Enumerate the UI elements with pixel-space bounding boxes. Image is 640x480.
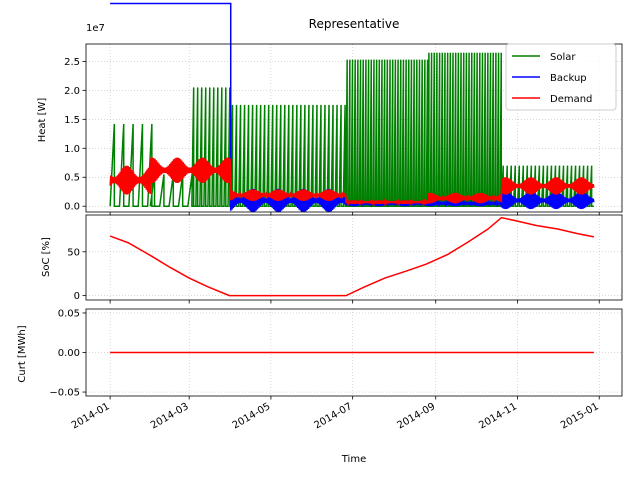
legend-box bbox=[505, 43, 617, 111]
y-tick-label: 2.0 bbox=[64, 86, 80, 97]
plot-frame bbox=[85, 214, 623, 301]
y-tick-label: 0.00 bbox=[58, 348, 80, 359]
x-tick-label: 2014-01 bbox=[70, 401, 112, 431]
x-tick-label: 2014-05 bbox=[231, 401, 273, 431]
legend-solar-label: Solar bbox=[550, 52, 576, 63]
soc-series-line bbox=[109, 216, 595, 297]
y-tick-label: 50 bbox=[67, 247, 80, 258]
y-tick-label: 0.05 bbox=[58, 308, 80, 319]
y-tick-label: 0.0 bbox=[64, 202, 80, 213]
y-tick-label: 2.5 bbox=[64, 57, 80, 68]
soc-y-label: SoC [%] bbox=[41, 237, 52, 277]
plot-frame bbox=[85, 43, 623, 213]
curtailment-panel: −0.05 0.00 0.05 2014-01 2014-03 2014-05 2014-0… bbox=[49, 308, 623, 431]
x-tick-label: 2014-07 bbox=[312, 401, 354, 431]
plot-frame bbox=[85, 308, 623, 397]
demand-series-line bbox=[109, 157, 595, 207]
y-tick-label: 1.5 bbox=[64, 115, 80, 126]
soc-panel: 0 50 bbox=[67, 214, 623, 304]
y-scale-label: 1e7 bbox=[86, 23, 105, 34]
heat-y-label: Heat [W] bbox=[37, 98, 48, 143]
x-tick-label: 2014-03 bbox=[149, 401, 191, 431]
y-tick-label: 0 bbox=[74, 291, 80, 302]
x-tick-label: 2014-11 bbox=[477, 401, 519, 431]
chart-title: Representative bbox=[309, 17, 400, 31]
legend: Solar Backup Demand bbox=[505, 43, 617, 111]
y-tick-label: 0.5 bbox=[64, 173, 80, 184]
curt-y-label: Curt [MWh] bbox=[17, 325, 28, 382]
legend-backup-label: Backup bbox=[550, 73, 587, 84]
x-tick-label: 2014-09 bbox=[396, 401, 438, 431]
heat-panel: 0.0 0.5 1.0 1.5 2.0 2.5 bbox=[64, 2, 623, 216]
y-tick-label: 1.0 bbox=[64, 144, 80, 155]
x-tick-label: 2015-01 bbox=[559, 401, 601, 431]
legend-demand-label: Demand bbox=[550, 94, 592, 105]
x-axis-label: Time bbox=[341, 454, 366, 465]
y-tick-label: −0.05 bbox=[49, 388, 80, 399]
solar-series-line bbox=[109, 52, 594, 207]
